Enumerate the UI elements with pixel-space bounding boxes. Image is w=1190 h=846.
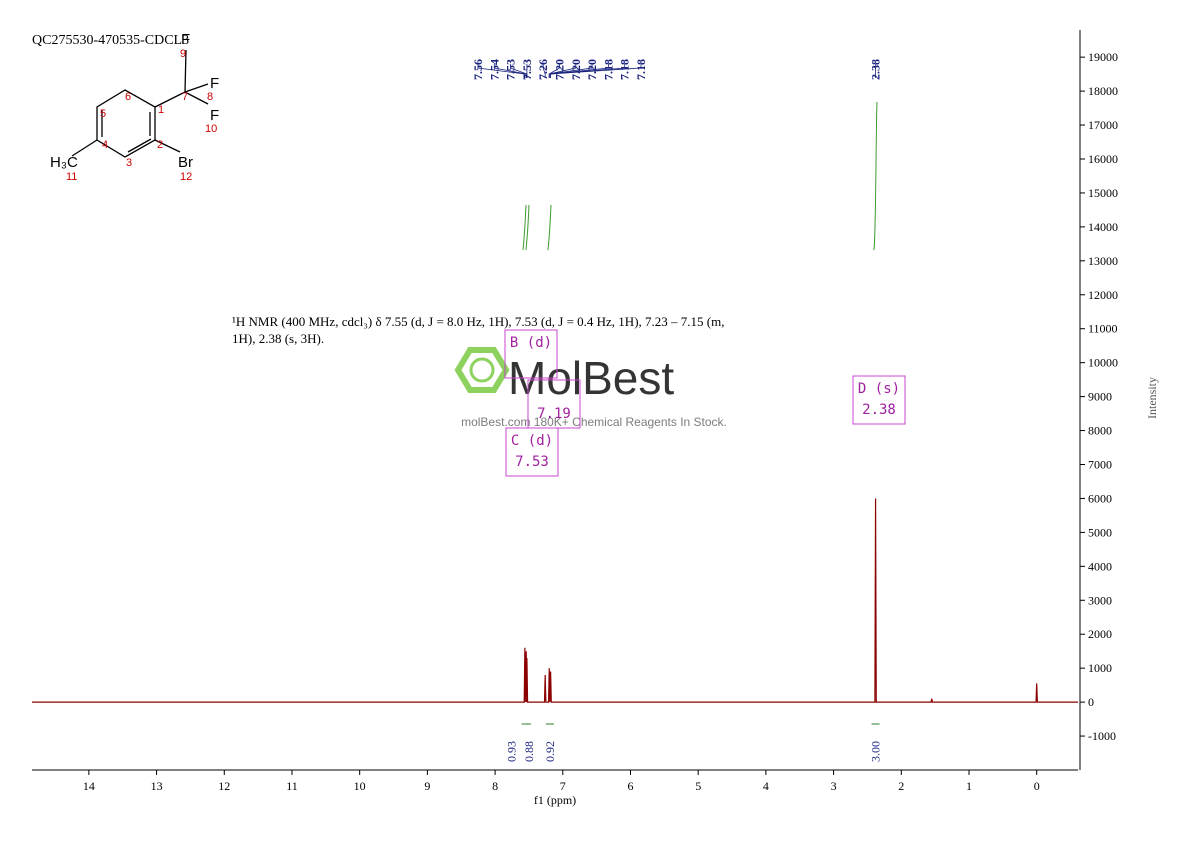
y-tick-label: 13000 [1088, 254, 1118, 268]
atom-label: 9 [180, 48, 186, 60]
y-tick-label: 12000 [1088, 288, 1118, 302]
integral-label: 0.88 [522, 741, 536, 762]
x-tick-label: 5 [695, 779, 701, 793]
molecule [72, 50, 208, 157]
y-tick-label: 15000 [1088, 186, 1118, 200]
peak-label: 7.18 [634, 59, 648, 80]
peak-label: 7.26 [536, 59, 550, 80]
multiplet-shift: 7.19 [537, 406, 571, 422]
x-tick-label: 14 [83, 779, 95, 793]
spectrum [32, 498, 1078, 702]
integral-curve [523, 205, 526, 250]
atom-label: 1 [158, 104, 164, 116]
y-tick-label: 19000 [1088, 50, 1118, 64]
y-tick-label: 2000 [1088, 627, 1112, 641]
atom-label: 12 [180, 171, 192, 183]
y-tick-label: 4000 [1088, 559, 1112, 573]
x-tick-label: 11 [286, 779, 298, 793]
atom-label: F [181, 31, 190, 48]
y-tick-label: 8000 [1088, 424, 1112, 438]
x-tick-label: 12 [218, 779, 230, 793]
x-tick-label: 6 [627, 779, 633, 793]
y-tick-label: 0 [1088, 695, 1094, 709]
atom-label: 11 [66, 171, 77, 183]
integral-label: 3.00 [869, 741, 883, 762]
multiplet-label: C (d) [511, 433, 553, 449]
integral-curve [526, 205, 529, 250]
integral-curve [548, 205, 551, 250]
logo-hex [458, 350, 506, 390]
integral-label: 0.92 [543, 741, 557, 762]
y-axis-label: Intensity [1145, 377, 1159, 419]
x-tick-label: 2 [898, 779, 904, 793]
atom-label: 4 [102, 139, 108, 151]
y-tick-label: 14000 [1088, 220, 1118, 234]
x-tick-label: 4 [763, 779, 769, 793]
atom-label: 10 [205, 123, 217, 135]
x-tick-label: 13 [151, 779, 163, 793]
y-tick-label: 18000 [1088, 84, 1118, 98]
atom-label: 2 [157, 139, 163, 151]
atom-label: 8 [207, 91, 213, 103]
multiplet-label: B (d) [510, 335, 552, 351]
y-tick-label: 17000 [1088, 118, 1118, 132]
atom-label: Br [178, 154, 193, 171]
x-tick-label: 9 [424, 779, 430, 793]
x-axis-label: f1 (ppm) [534, 793, 576, 807]
y-tick-label: -1000 [1088, 729, 1116, 743]
atom-label: 5 [100, 108, 106, 120]
x-tick-label: 1 [966, 779, 972, 793]
atom-label: F [210, 107, 219, 124]
atom-label: 6 [125, 91, 131, 103]
integral-curve [874, 102, 877, 250]
peak-label: 7.20 [553, 59, 567, 80]
watermark: MolBest molBest.com 180K+ Chemical Reage… [458, 350, 727, 429]
description: 1H), 2.38 (s, 3H). [232, 331, 324, 346]
atom-label: 7 [182, 91, 188, 103]
bonds [72, 50, 208, 156]
y-tick-label: 9000 [1088, 390, 1112, 404]
y-tick-label: 7000 [1088, 457, 1112, 471]
x-tick-label: 8 [492, 779, 498, 793]
chart-title: QC275530-470535-CDCL3 [32, 33, 189, 48]
x-tick-label: 7 [560, 779, 566, 793]
y-tick-label: 10000 [1088, 356, 1118, 370]
tagline: molBest.com 180K+ Chemical Reagents In S… [461, 415, 727, 429]
logo-ring [471, 359, 493, 381]
peak-label: 7.56 [471, 59, 485, 80]
x-tick-label: 0 [1034, 779, 1040, 793]
atom-label: 3 [126, 157, 132, 169]
y-tick-label: 1000 [1088, 661, 1112, 675]
y-tick-label: 5000 [1088, 525, 1112, 539]
x-tick-label: 10 [354, 779, 366, 793]
y-tick-label: 11000 [1088, 322, 1118, 336]
description: ¹H NMR (400 MHz, cdcl₃) δ 7.55 (d, J = 8… [232, 314, 724, 329]
y-tick-label: 16000 [1088, 152, 1118, 166]
atom-label: F [210, 75, 219, 92]
multiplet-shift: 2.38 [862, 402, 896, 418]
x-tick-label: 3 [831, 779, 837, 793]
y-tick-label: 3000 [1088, 593, 1112, 607]
integral-label: 0.93 [505, 741, 519, 762]
atom-label: H₃C [50, 154, 78, 171]
multiplet-label: D (s) [858, 381, 900, 397]
peak-label: 7.54 [487, 59, 501, 80]
y-tick-label: 6000 [1088, 491, 1112, 505]
multiplet-shift: 7.53 [515, 454, 549, 470]
